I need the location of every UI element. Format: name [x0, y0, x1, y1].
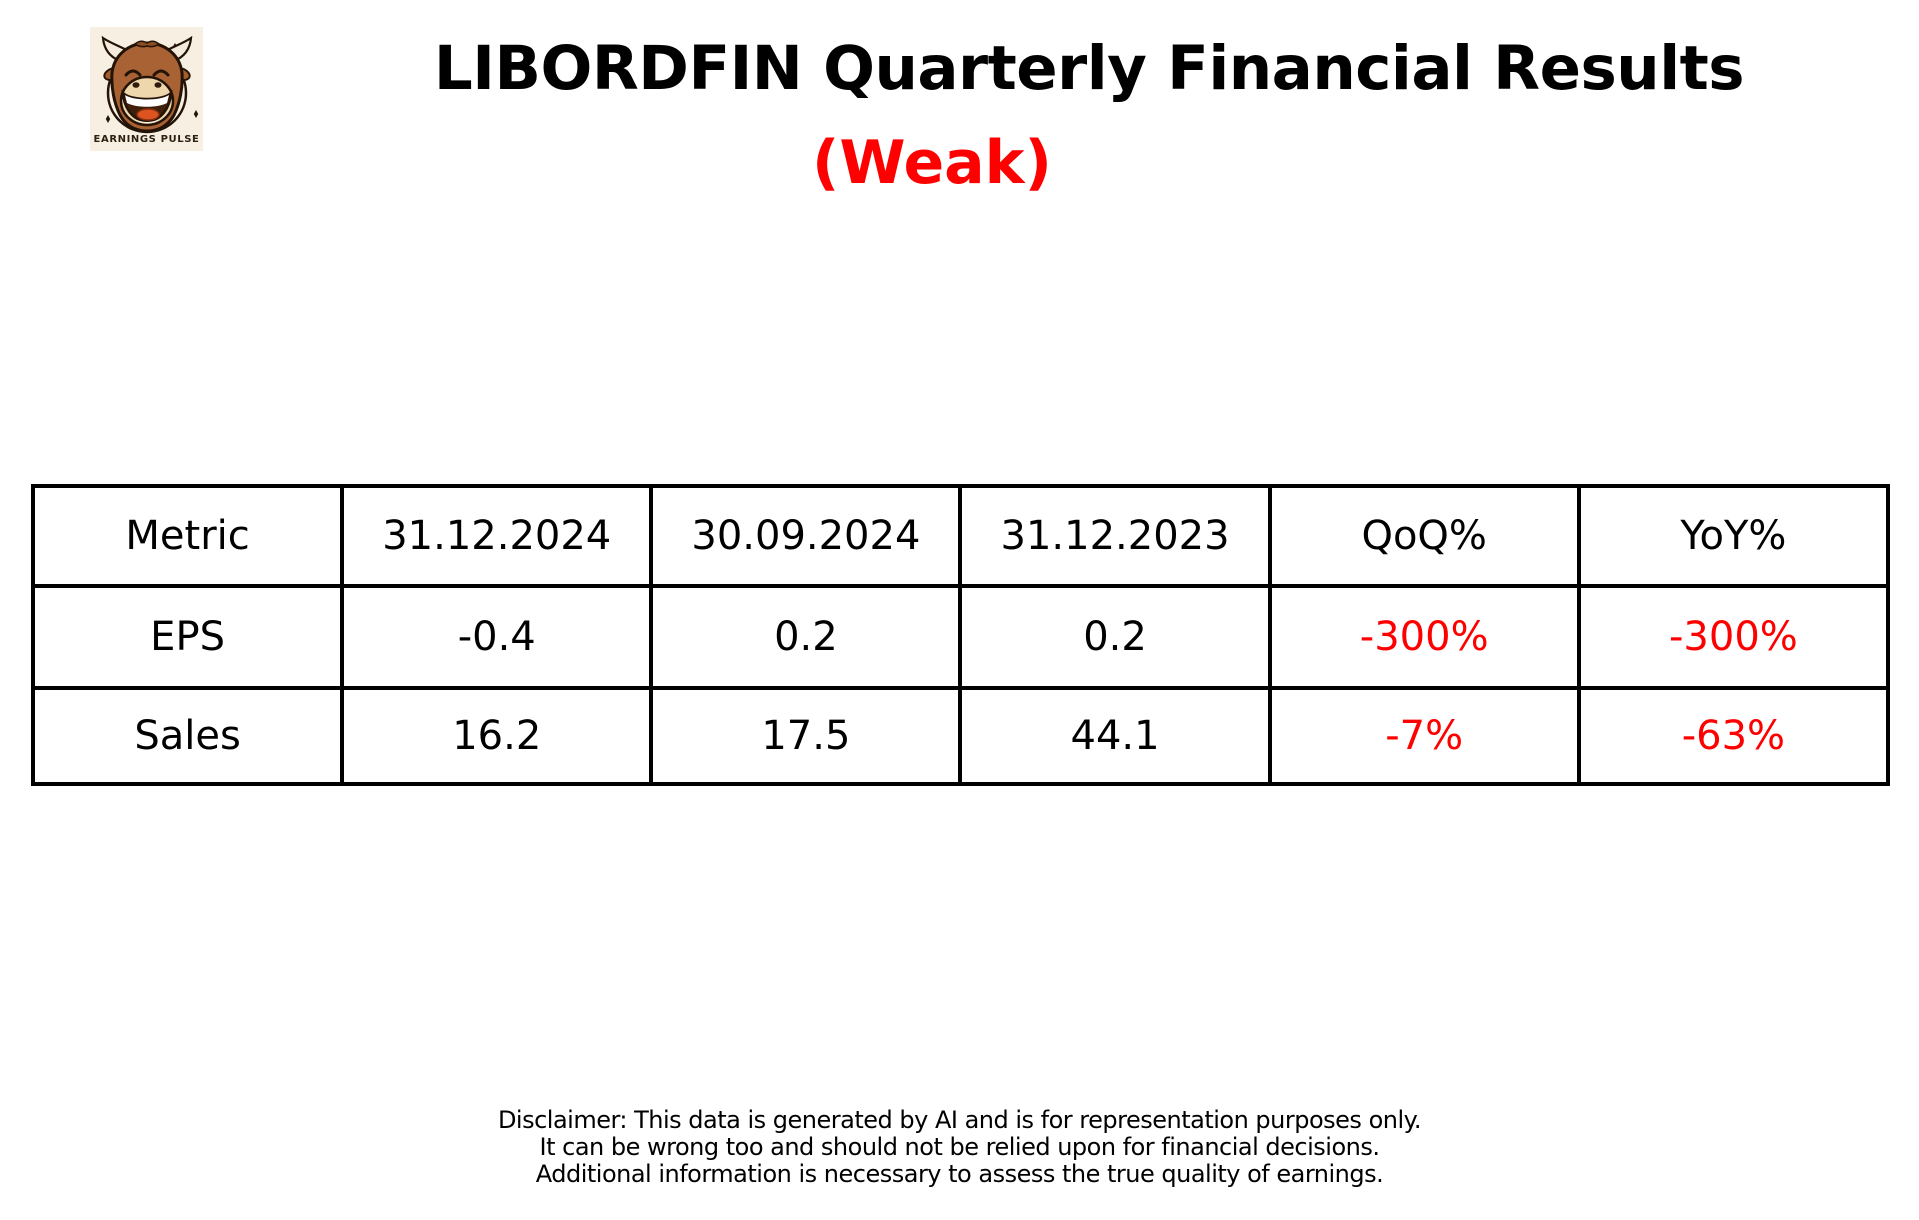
cell-sales-qoq: -7%	[1267, 686, 1581, 786]
verdict-subtitle: (Weak)	[812, 128, 1052, 198]
disclaimer-line: Additional information is necessary to a…	[535, 1160, 1384, 1188]
cell-sales-period-2: 17.5	[649, 686, 963, 786]
column-header-period-1: 31.12.2024	[340, 484, 654, 588]
table-row-sales: Sales 16.2 17.5 44.1 -7% -63%	[30, 686, 1891, 786]
cell-eps-qoq: -300%	[1267, 584, 1581, 690]
logo-brand-text: EARNINGS PULSE	[94, 134, 200, 145]
earnings-pulse-logo: EARNINGS PULSE	[90, 27, 203, 151]
cell-eps-period-3: 0.2	[958, 584, 1272, 690]
disclaimer-line: Disclaimer: This data is generated by AI…	[497, 1106, 1422, 1134]
cell-eps-metric: EPS	[30, 584, 345, 690]
column-header-metric: Metric	[30, 484, 345, 588]
disclaimer: Disclaimer: This data is generated by AI…	[0, 1107, 1919, 1188]
bull-logo-icon: EARNINGS PULSE	[90, 27, 203, 151]
column-header-qoq: QoQ%	[1267, 484, 1581, 588]
cell-sales-yoy: -63%	[1576, 686, 1891, 786]
cell-sales-metric: Sales	[30, 686, 345, 786]
table-row-eps: EPS -0.4 0.2 0.2 -300% -300%	[30, 584, 1891, 690]
column-header-yoy: YoY%	[1576, 484, 1891, 588]
table-header-row: Metric 31.12.2024 30.09.2024 31.12.2023 …	[30, 484, 1891, 588]
financial-results-table: Metric 31.12.2024 30.09.2024 31.12.2023 …	[30, 484, 1891, 786]
disclaimer-line: It can be wrong too and should not be re…	[539, 1133, 1380, 1161]
cell-eps-period-1: -0.4	[340, 584, 654, 690]
column-header-period-2: 30.09.2024	[649, 484, 963, 588]
cell-eps-yoy: -300%	[1576, 584, 1891, 690]
cell-sales-period-1: 16.2	[340, 686, 654, 786]
page-title: LIBORDFIN Quarterly Financial Results	[433, 33, 1745, 104]
cell-sales-period-3: 44.1	[958, 686, 1272, 786]
column-header-period-3: 31.12.2023	[958, 484, 1272, 588]
cell-eps-period-2: 0.2	[649, 584, 963, 690]
